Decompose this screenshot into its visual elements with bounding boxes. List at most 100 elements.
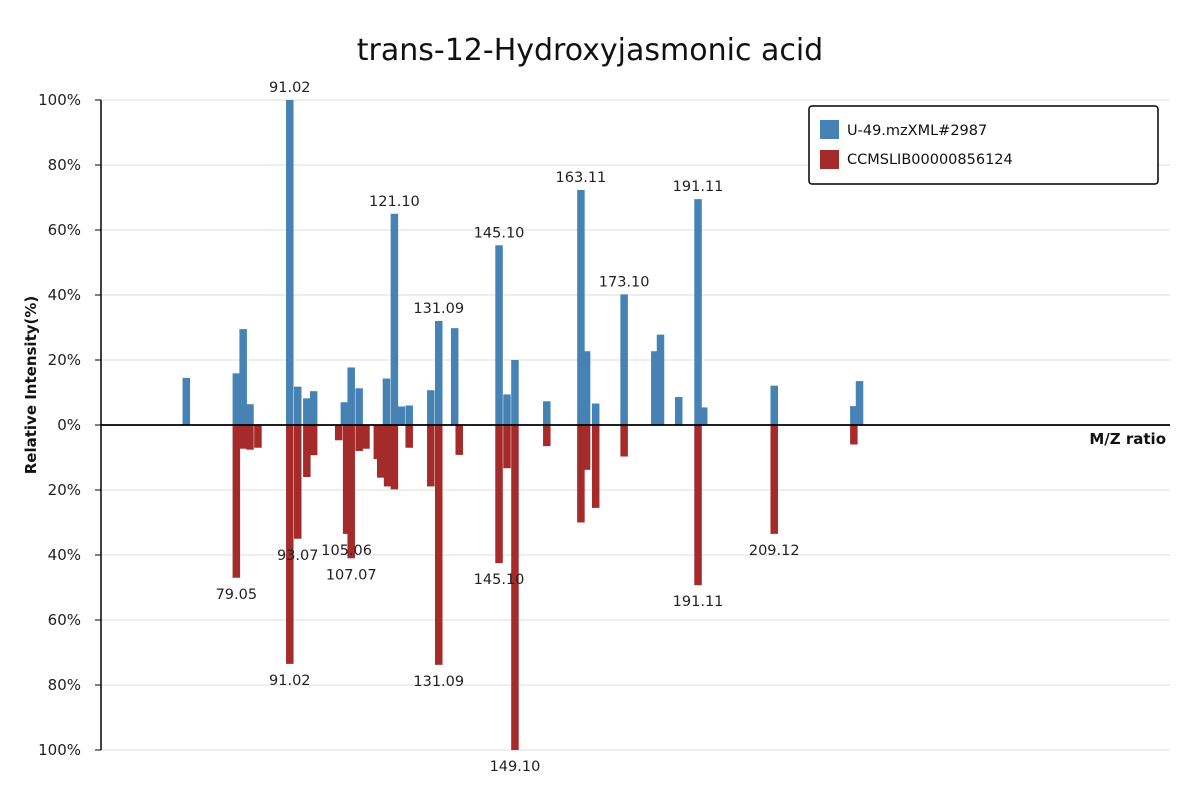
library-peak-bar	[694, 425, 702, 586]
library-peak-bar	[582, 425, 591, 470]
library-peak-bar	[503, 425, 511, 469]
library-peak-bar	[495, 425, 503, 564]
query-peak-bar	[850, 406, 858, 425]
query-peak-bar	[347, 367, 355, 425]
library-peak-bar	[435, 425, 443, 665]
library-peak-bar	[355, 425, 363, 451]
query-peak-bar	[232, 373, 241, 425]
library-peak-label: 93.07	[277, 548, 319, 564]
library-peak-bar	[239, 425, 247, 449]
legend-box	[808, 105, 1159, 185]
query-peak-bar	[450, 328, 459, 425]
query-peak-bar	[246, 404, 254, 425]
y-tick-label: 0%	[57, 416, 81, 434]
library-peak-bar	[427, 425, 435, 487]
query-peak-label: 145.10	[474, 225, 525, 241]
spectrum-bars	[182, 100, 864, 750]
library-peak-bar	[362, 425, 370, 449]
library-peak-bar	[293, 425, 302, 539]
query-peak-bar	[770, 385, 778, 425]
library-peak-bar	[377, 425, 385, 478]
library-peak-bar	[511, 425, 519, 750]
query-peak-bar	[427, 390, 435, 425]
query-peak-label: 163.11	[556, 170, 607, 186]
library-peak-label: 191.11	[673, 594, 724, 610]
query-peak-label: 91.02	[269, 80, 311, 96]
library-peak-bar	[347, 425, 355, 559]
library-peak-bar	[770, 425, 778, 534]
library-peak-label: 131.09	[413, 674, 464, 690]
library-peak-bar	[577, 425, 585, 523]
query-peak-label: 173.10	[599, 274, 650, 290]
library-peak-bar	[405, 425, 413, 448]
query-peak-bar	[699, 407, 708, 425]
query-peak-bar	[511, 360, 519, 425]
gridlines	[101, 99, 1170, 751]
query-peak-bar	[543, 401, 551, 425]
y-tick-label: 100%	[38, 741, 81, 759]
query-peak-bar	[495, 245, 503, 425]
library-peak-label: 107.07	[326, 567, 377, 583]
y-tick-label: 80%	[48, 156, 81, 174]
query-peak-bar	[286, 100, 294, 425]
library-peak-bar	[334, 425, 343, 441]
query-peak-label: 191.11	[673, 179, 724, 195]
y-tick-label: 60%	[48, 221, 81, 239]
query-peak-bar	[651, 351, 659, 425]
query-peak-bar	[182, 377, 191, 425]
peak-labels: 91.02 121.10 131.09 145.10 163.11 173.10 191.1…	[216, 80, 800, 775]
library-peak-bar	[286, 425, 294, 664]
y-tick-label: 40%	[48, 546, 81, 564]
query-peak-bar	[239, 329, 247, 425]
library-peak-label: 105.06	[321, 543, 372, 559]
library-peak-label: 209.12	[749, 543, 800, 559]
query-peak-bar	[503, 394, 511, 425]
query-peak-bar	[390, 213, 399, 425]
library-peak-label: 145.10	[474, 572, 525, 588]
legend-swatch-library	[820, 150, 839, 169]
library-peak-label: 91.02	[269, 673, 311, 689]
query-peak-bar	[405, 405, 413, 425]
y-tick-label: 40%	[48, 286, 81, 304]
library-peak-bar	[850, 425, 858, 445]
query-peak-bar	[582, 351, 591, 425]
y-tick-label: 20%	[48, 351, 81, 369]
query-peak-bar	[855, 381, 864, 425]
library-peak-bar	[591, 425, 600, 508]
query-peak-bar	[620, 294, 628, 425]
x-axis-label: M/Z ratio	[1089, 430, 1166, 448]
library-peak-bar	[303, 425, 311, 477]
query-peak-bar	[694, 199, 702, 425]
library-peak-bar	[455, 425, 463, 455]
library-peak-bar	[543, 425, 551, 447]
legend-entry-query: U-49.mzXML#2987	[847, 123, 987, 139]
query-peak-bar	[435, 321, 443, 425]
query-peak-label: 131.09	[413, 301, 464, 317]
library-peak-bar	[390, 425, 399, 490]
legend-swatch-query	[820, 120, 839, 139]
library-peak-bar	[232, 425, 241, 578]
query-peak-bar	[674, 397, 683, 425]
y-axis-ticks: 100% 80% 60% 40% 20% 0% 20% 40% 60% 80% 100%	[38, 91, 101, 759]
query-peak-bar	[355, 388, 363, 425]
query-peak-label: 121.10	[369, 194, 420, 210]
library-peak-bar	[620, 425, 628, 457]
query-peak-bar	[577, 190, 585, 425]
y-tick-label: 20%	[48, 481, 81, 499]
y-tick-label: 80%	[48, 676, 81, 694]
chart-title: trans-12-Hydroxyjasmonic acid	[357, 33, 823, 68]
library-peak-bar	[309, 425, 318, 456]
query-peak-bar	[293, 386, 302, 425]
query-peak-bar	[382, 378, 391, 425]
legend: U-49.mzXML#2987 CCMSLIB00000856124	[808, 105, 1159, 185]
query-peak-bar	[591, 403, 600, 425]
library-peak-bar	[246, 425, 254, 450]
query-peak-bar	[303, 398, 311, 425]
library-peak-label: 79.05	[216, 587, 258, 603]
query-peak-bar	[340, 402, 349, 425]
library-peak-label: 149.10	[490, 759, 541, 775]
legend-entry-library: CCMSLIB00000856124	[847, 152, 1013, 168]
y-axis-label: Relative Intensity(%)	[22, 296, 40, 475]
y-tick-label: 60%	[48, 611, 81, 629]
